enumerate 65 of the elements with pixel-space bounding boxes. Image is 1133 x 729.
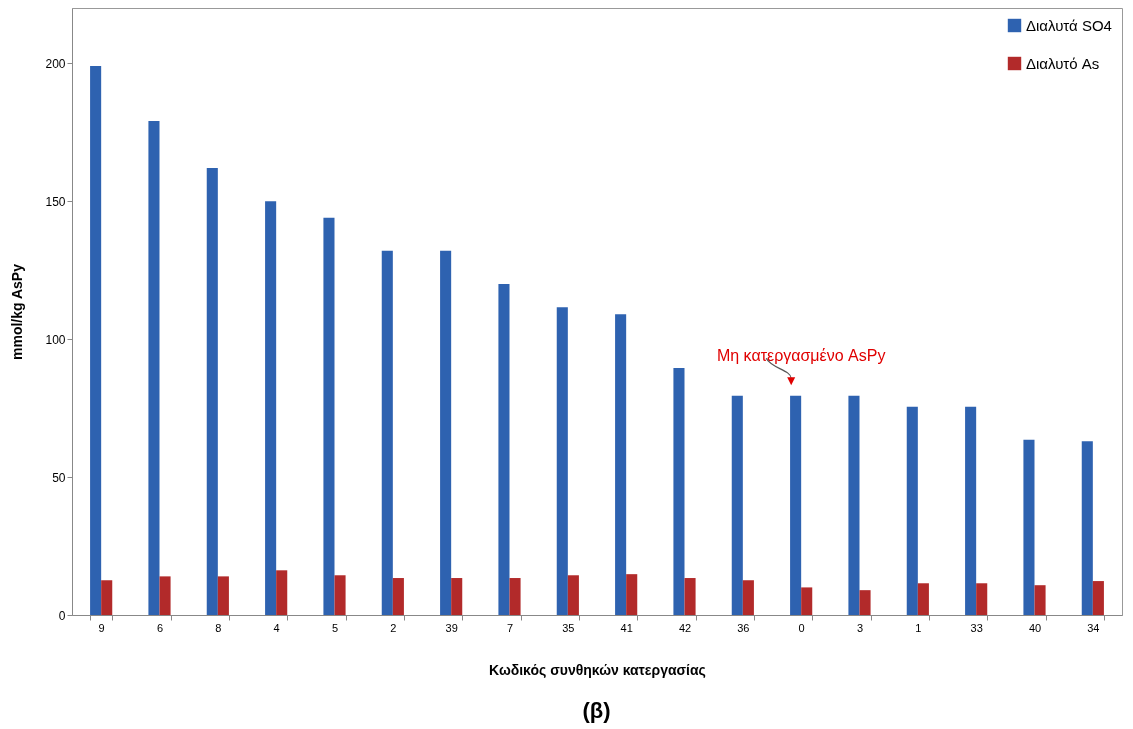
bar [965, 406, 977, 615]
y-tick-label: 50 [52, 470, 66, 485]
y-axis-title: mmol/kg AsPy [9, 263, 26, 360]
bar [790, 395, 802, 615]
bar [848, 395, 860, 615]
x-tick-label: 42 [678, 621, 692, 634]
x-tick-label: 4 [273, 621, 280, 634]
y-tick-label: 150 [45, 194, 66, 209]
x-tick-label: 5 [331, 621, 339, 634]
bar [90, 65, 102, 615]
x-tick-label: 2 [390, 621, 397, 634]
bar [567, 575, 579, 615]
bar [451, 578, 463, 615]
bar [101, 580, 113, 615]
bar [392, 578, 404, 615]
bar [801, 587, 813, 615]
bar [684, 578, 696, 615]
bar [1023, 439, 1035, 615]
bar [148, 121, 160, 615]
x-tick-label: 1 [915, 621, 922, 634]
bar [1034, 585, 1046, 615]
x-tick-label: 36 [737, 621, 750, 634]
bar [276, 570, 288, 615]
bar [381, 250, 393, 615]
bar [440, 250, 452, 615]
bar [509, 578, 521, 615]
x-tick-label: 8 [215, 621, 222, 634]
bar [626, 574, 638, 615]
legend-label: Διαλυτό As [1026, 54, 1100, 72]
text: (β) [581, 698, 612, 724]
x-tick-label: 6 [156, 621, 164, 634]
bar [1092, 581, 1104, 615]
y-tick-label: 100 [45, 332, 66, 347]
bar [334, 575, 346, 615]
x-tick-label: 39 [445, 621, 458, 634]
y-tick-label: 0 [58, 608, 66, 623]
legend-label: Διαλυτά SO4 [1026, 16, 1112, 34]
bar [217, 576, 229, 615]
x-tick-label: 0 [798, 621, 805, 634]
bar [323, 217, 335, 615]
x-tick-label: 34 [1087, 621, 1100, 634]
bar [673, 368, 685, 615]
x-tick-label: 35 [562, 621, 575, 634]
bar [859, 590, 871, 615]
bar [498, 283, 510, 615]
x-tick-label: 41 [620, 621, 633, 634]
bar [556, 307, 568, 615]
y-tick-label: 200 [45, 56, 66, 71]
x-tick-label: 7 [506, 621, 514, 634]
bar [206, 168, 218, 615]
x-tick-label: 3 [856, 621, 864, 634]
bar [731, 395, 743, 615]
bar [906, 406, 918, 615]
bar [615, 314, 627, 615]
bar [1081, 441, 1093, 615]
bar [917, 583, 929, 615]
x-tick-label: 9 [98, 621, 105, 634]
bar [265, 201, 277, 615]
bar [976, 583, 988, 615]
x-tick-label: 40 [1028, 621, 1042, 634]
bar [159, 576, 171, 615]
annotation: Μη κατεργασμένο AsPy [716, 347, 886, 365]
x-tick-label: 33 [970, 621, 983, 634]
bar [742, 580, 754, 615]
x-axis-title: Κωδικός συνθηκών κατεργασίας [489, 661, 706, 678]
